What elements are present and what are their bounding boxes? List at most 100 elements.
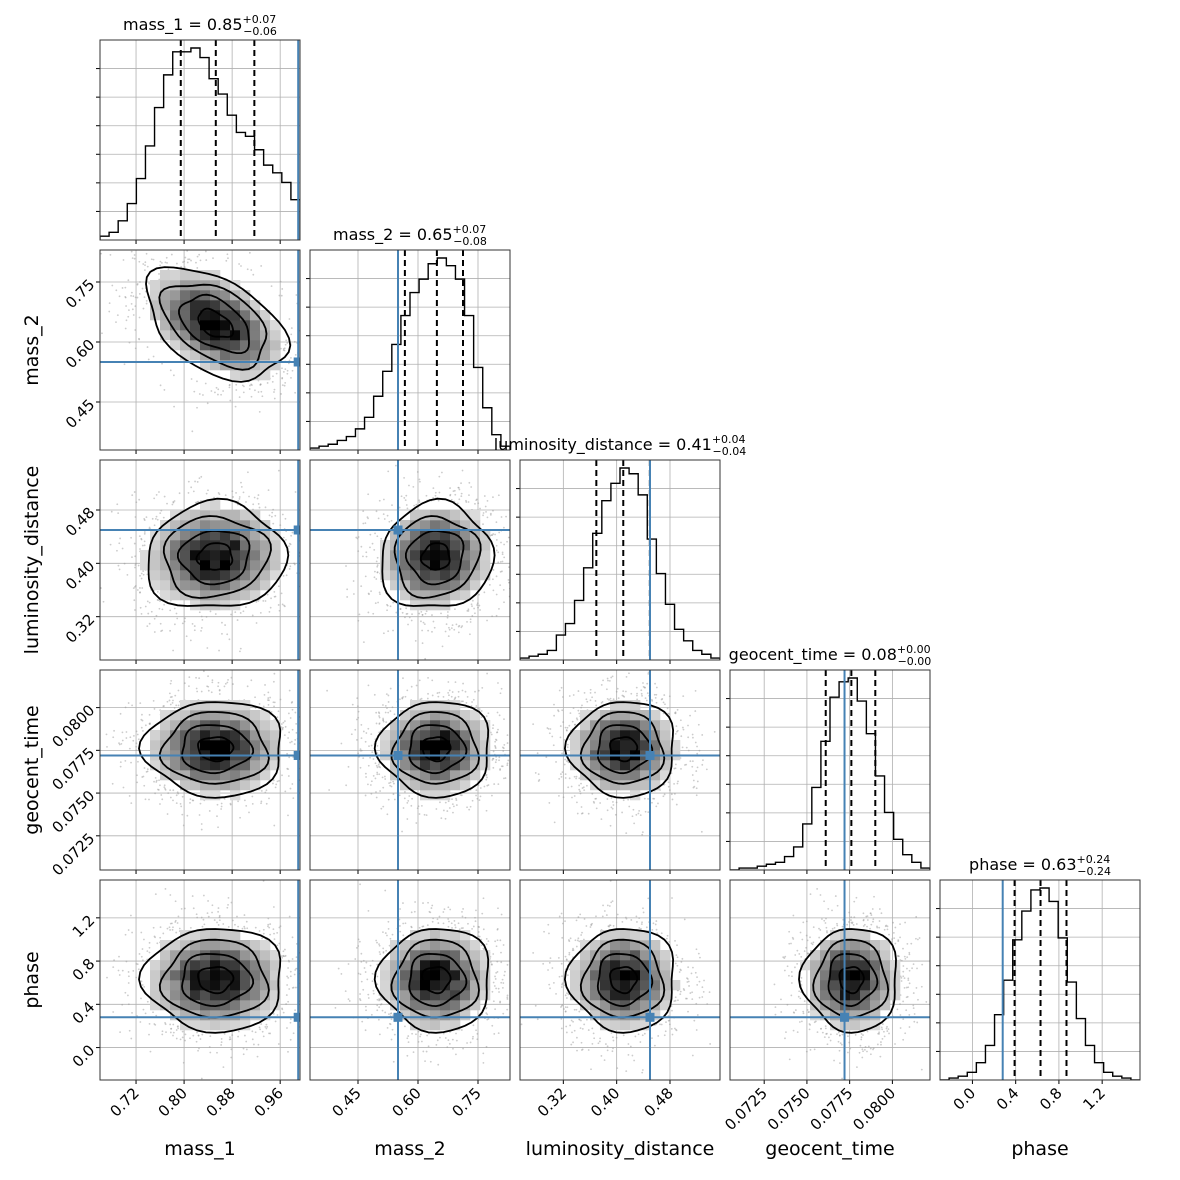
density-cell bbox=[410, 560, 421, 571]
scatter-point bbox=[184, 1039, 187, 1042]
scatter-point bbox=[419, 1033, 422, 1036]
scatter-point bbox=[120, 742, 123, 745]
scatter-point bbox=[503, 526, 505, 529]
scatter-point bbox=[798, 1021, 801, 1023]
density-cell bbox=[230, 360, 241, 371]
density-cell bbox=[640, 1000, 651, 1011]
density-cell bbox=[230, 980, 241, 991]
scatter-point bbox=[360, 737, 363, 739]
scatter-point bbox=[347, 998, 350, 1001]
scatter-point bbox=[327, 564, 329, 566]
scatter-point bbox=[702, 990, 705, 993]
scatter-point bbox=[617, 697, 620, 700]
scatter-point bbox=[357, 710, 360, 713]
scatter-point bbox=[367, 764, 370, 767]
scatter-point bbox=[112, 1011, 115, 1013]
density-cell bbox=[160, 530, 171, 541]
scatter-point bbox=[387, 470, 390, 473]
scatter-point bbox=[191, 622, 194, 625]
scatter-point bbox=[152, 258, 155, 261]
scatter-point bbox=[375, 791, 377, 793]
scatter-point bbox=[381, 1009, 384, 1012]
scatter-point bbox=[477, 707, 480, 710]
scatter-point bbox=[139, 574, 141, 577]
scatter-point bbox=[871, 908, 874, 910]
density-cell bbox=[150, 740, 161, 751]
density-cell bbox=[470, 540, 481, 551]
density-cell bbox=[390, 720, 401, 731]
scatter-point bbox=[143, 985, 146, 988]
scatter-point bbox=[291, 369, 294, 372]
scatter-point bbox=[411, 613, 413, 616]
density-cell bbox=[480, 990, 491, 1001]
scatter-point bbox=[220, 808, 223, 810]
truth-marker bbox=[293, 357, 300, 367]
scatter-point bbox=[427, 1045, 430, 1048]
scatter-point bbox=[624, 690, 627, 693]
scatter-point bbox=[205, 492, 208, 495]
x-tick-label: 0.8 bbox=[1036, 1084, 1066, 1114]
scatter-point bbox=[497, 987, 500, 990]
scatter-point bbox=[968, 1006, 970, 1008]
scatter-point bbox=[476, 797, 479, 800]
density-cell bbox=[240, 360, 251, 371]
scatter-point bbox=[243, 1034, 246, 1037]
density-cell bbox=[650, 940, 661, 951]
scatter-point bbox=[181, 813, 184, 816]
scatter-point bbox=[446, 1046, 449, 1049]
scatter-point bbox=[668, 1023, 671, 1026]
scatter-point bbox=[799, 997, 802, 1000]
scatter-point bbox=[566, 1006, 569, 1009]
scatter-point bbox=[784, 1037, 786, 1040]
scatter-point bbox=[147, 358, 150, 361]
scatter-point bbox=[368, 593, 370, 596]
scatter-point bbox=[451, 1038, 454, 1041]
density-cell bbox=[430, 1020, 441, 1031]
scatter-point bbox=[503, 601, 505, 604]
scatter-point bbox=[471, 1037, 474, 1040]
scatter-point bbox=[290, 356, 292, 359]
scatter-point bbox=[558, 915, 561, 918]
density-cell bbox=[240, 570, 251, 581]
density-cell bbox=[170, 970, 181, 981]
scatter-point bbox=[492, 533, 495, 535]
density-cell bbox=[260, 1000, 271, 1011]
scatter-point bbox=[193, 629, 196, 632]
scatter-point bbox=[656, 932, 659, 935]
scatter-point bbox=[357, 945, 360, 947]
scatter-point bbox=[472, 1024, 475, 1027]
scatter-point bbox=[903, 955, 906, 958]
scatter-point bbox=[384, 932, 387, 934]
scatter-point bbox=[434, 491, 437, 494]
scatter-point bbox=[113, 729, 115, 732]
scatter-point bbox=[347, 581, 349, 583]
density-cell bbox=[160, 520, 171, 531]
density-cell bbox=[460, 950, 471, 961]
density-cell bbox=[430, 520, 441, 531]
scatter-point bbox=[458, 498, 461, 501]
scatter-point bbox=[163, 495, 166, 498]
scatter-point bbox=[568, 695, 571, 697]
scatter-point bbox=[472, 1035, 474, 1038]
scatter-point bbox=[581, 1027, 584, 1030]
density-cell bbox=[470, 710, 481, 721]
scatter-point bbox=[179, 1038, 182, 1041]
density-cell bbox=[260, 980, 271, 991]
scatter-point bbox=[258, 506, 261, 509]
scatter-point bbox=[381, 776, 384, 779]
scatter-point bbox=[148, 946, 151, 949]
density-cell bbox=[260, 340, 271, 351]
scatter-point bbox=[492, 496, 494, 499]
scatter-point bbox=[673, 782, 675, 785]
scatter-point bbox=[627, 1043, 630, 1045]
scatter-point bbox=[695, 770, 698, 772]
density-cell bbox=[400, 740, 411, 751]
scatter-point bbox=[503, 974, 506, 977]
density-cell bbox=[260, 730, 271, 741]
scatter-point bbox=[774, 1006, 777, 1009]
scatter-point bbox=[159, 243, 161, 245]
scatter-point bbox=[375, 560, 378, 563]
scatter-point bbox=[272, 680, 275, 683]
y-tick-label: 0.0775 bbox=[49, 744, 99, 794]
scatter-point bbox=[580, 1049, 583, 1051]
